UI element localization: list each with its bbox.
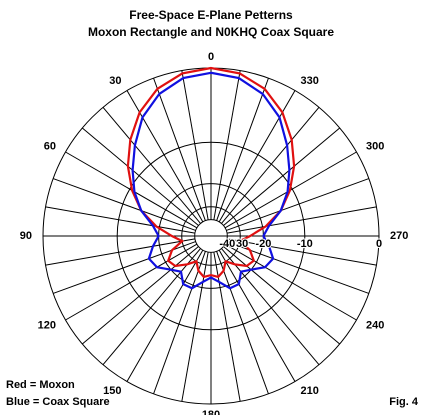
spoke: [81, 127, 199, 226]
spoke: [45, 238, 196, 266]
legend-entry: Red = Moxon: [6, 379, 75, 391]
spoke: [218, 249, 296, 382]
r-tick-label: -30: [232, 238, 248, 250]
spoke: [223, 127, 341, 226]
theta-tick-label: 210: [301, 385, 319, 397]
theta-tick-label: 150: [103, 385, 121, 397]
spoke: [223, 246, 341, 345]
pattern-line: [131, 71, 291, 290]
spoke: [226, 206, 377, 234]
theta-tick-label: 120: [38, 319, 56, 331]
spoke: [65, 243, 198, 321]
spoke: [153, 77, 206, 221]
theta-tick-label: 300: [366, 140, 384, 152]
theta-tick-label: 240: [366, 319, 384, 331]
r-tick-label: -20: [255, 238, 271, 250]
spoke: [224, 243, 357, 321]
theta-tick-label: 270: [390, 230, 408, 242]
theta-tick-label: 60: [44, 140, 56, 152]
theta-tick-label: 330: [301, 75, 319, 87]
r-tick-label: -40: [219, 238, 235, 250]
spoke: [102, 248, 201, 366]
figure-note: Fig. 4: [389, 396, 419, 408]
theta-tick-label: 30: [109, 75, 121, 87]
spoke: [226, 238, 377, 266]
pattern-line: [126, 66, 296, 279]
chart-title: Free-Space E-Plane Petterns: [129, 8, 293, 22]
spoke: [126, 249, 204, 382]
spoke: [153, 251, 206, 395]
spoke: [81, 246, 199, 345]
r-tick-label: -10: [297, 238, 313, 250]
chart-subtitle: Moxon Rectangle and N0KHQ Coax Square: [88, 25, 334, 39]
spoke: [221, 106, 320, 224]
r-tick-label: 0: [376, 238, 382, 250]
theta-tick-label: 180: [202, 409, 220, 415]
spoke: [226, 178, 370, 231]
theta-tick-label: 90: [20, 230, 32, 242]
spoke: [221, 248, 320, 366]
spoke: [216, 77, 269, 221]
spoke: [181, 70, 209, 221]
spoke: [213, 70, 241, 221]
legend-entry: Blue = Coax Square: [6, 396, 110, 408]
spoke: [216, 251, 269, 395]
spoke: [45, 206, 196, 234]
spoke: [52, 178, 196, 231]
theta-tick-label: 0: [208, 51, 214, 63]
spoke: [102, 106, 201, 224]
